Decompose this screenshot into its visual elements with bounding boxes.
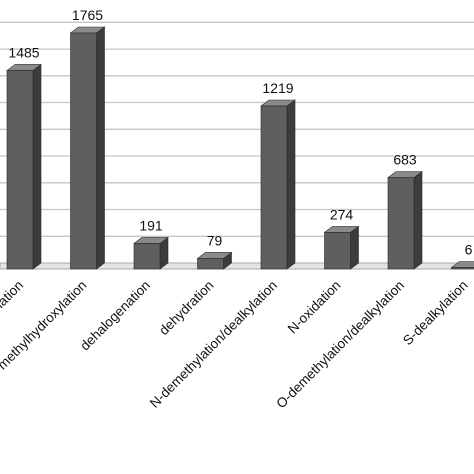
- category-label: N-oxidation: [285, 278, 344, 337]
- bar: [387, 171, 423, 270]
- category-labels: hydroxylationmethylhydroxylationdehaloge…: [0, 278, 471, 412]
- data-label: 79: [207, 232, 223, 248]
- bar-side: [32, 63, 42, 270]
- data-label: 1485: [8, 44, 39, 60]
- bar: [196, 251, 233, 270]
- data-label: 1765: [72, 7, 103, 23]
- bar-side: [413, 171, 423, 270]
- bar-front: [6, 70, 34, 270]
- category-label: O-demethylation/dealkylation: [273, 278, 407, 412]
- bars: [6, 26, 474, 270]
- data-label: 683: [393, 152, 417, 168]
- bar-front: [197, 258, 224, 270]
- bar: [69, 26, 106, 270]
- data-label: 274: [330, 206, 354, 222]
- data-label: 6: [465, 242, 473, 258]
- bar-front: [387, 177, 415, 270]
- bar-front: [451, 267, 474, 270]
- bar-front: [70, 32, 97, 270]
- bar-side: [350, 225, 359, 270]
- data-label: 1219: [262, 80, 293, 96]
- bar: [260, 99, 296, 270]
- bar: [133, 236, 169, 270]
- category-label: S-dealkylation: [400, 278, 471, 349]
- bar: [6, 63, 42, 270]
- data-label: 191: [139, 218, 163, 234]
- bar-side: [286, 99, 296, 270]
- bar-front: [324, 232, 351, 270]
- bar: [450, 261, 474, 270]
- bar: [323, 225, 360, 270]
- category-label: dehydration: [156, 278, 217, 339]
- bar-side: [96, 26, 105, 270]
- bar-front: [133, 243, 161, 270]
- bar-front: [260, 105, 288, 270]
- data-labels: 1485 1765 191 79 1219 274 683 6: [8, 7, 472, 258]
- category-label: N-demethylation/dealkylation: [147, 278, 280, 411]
